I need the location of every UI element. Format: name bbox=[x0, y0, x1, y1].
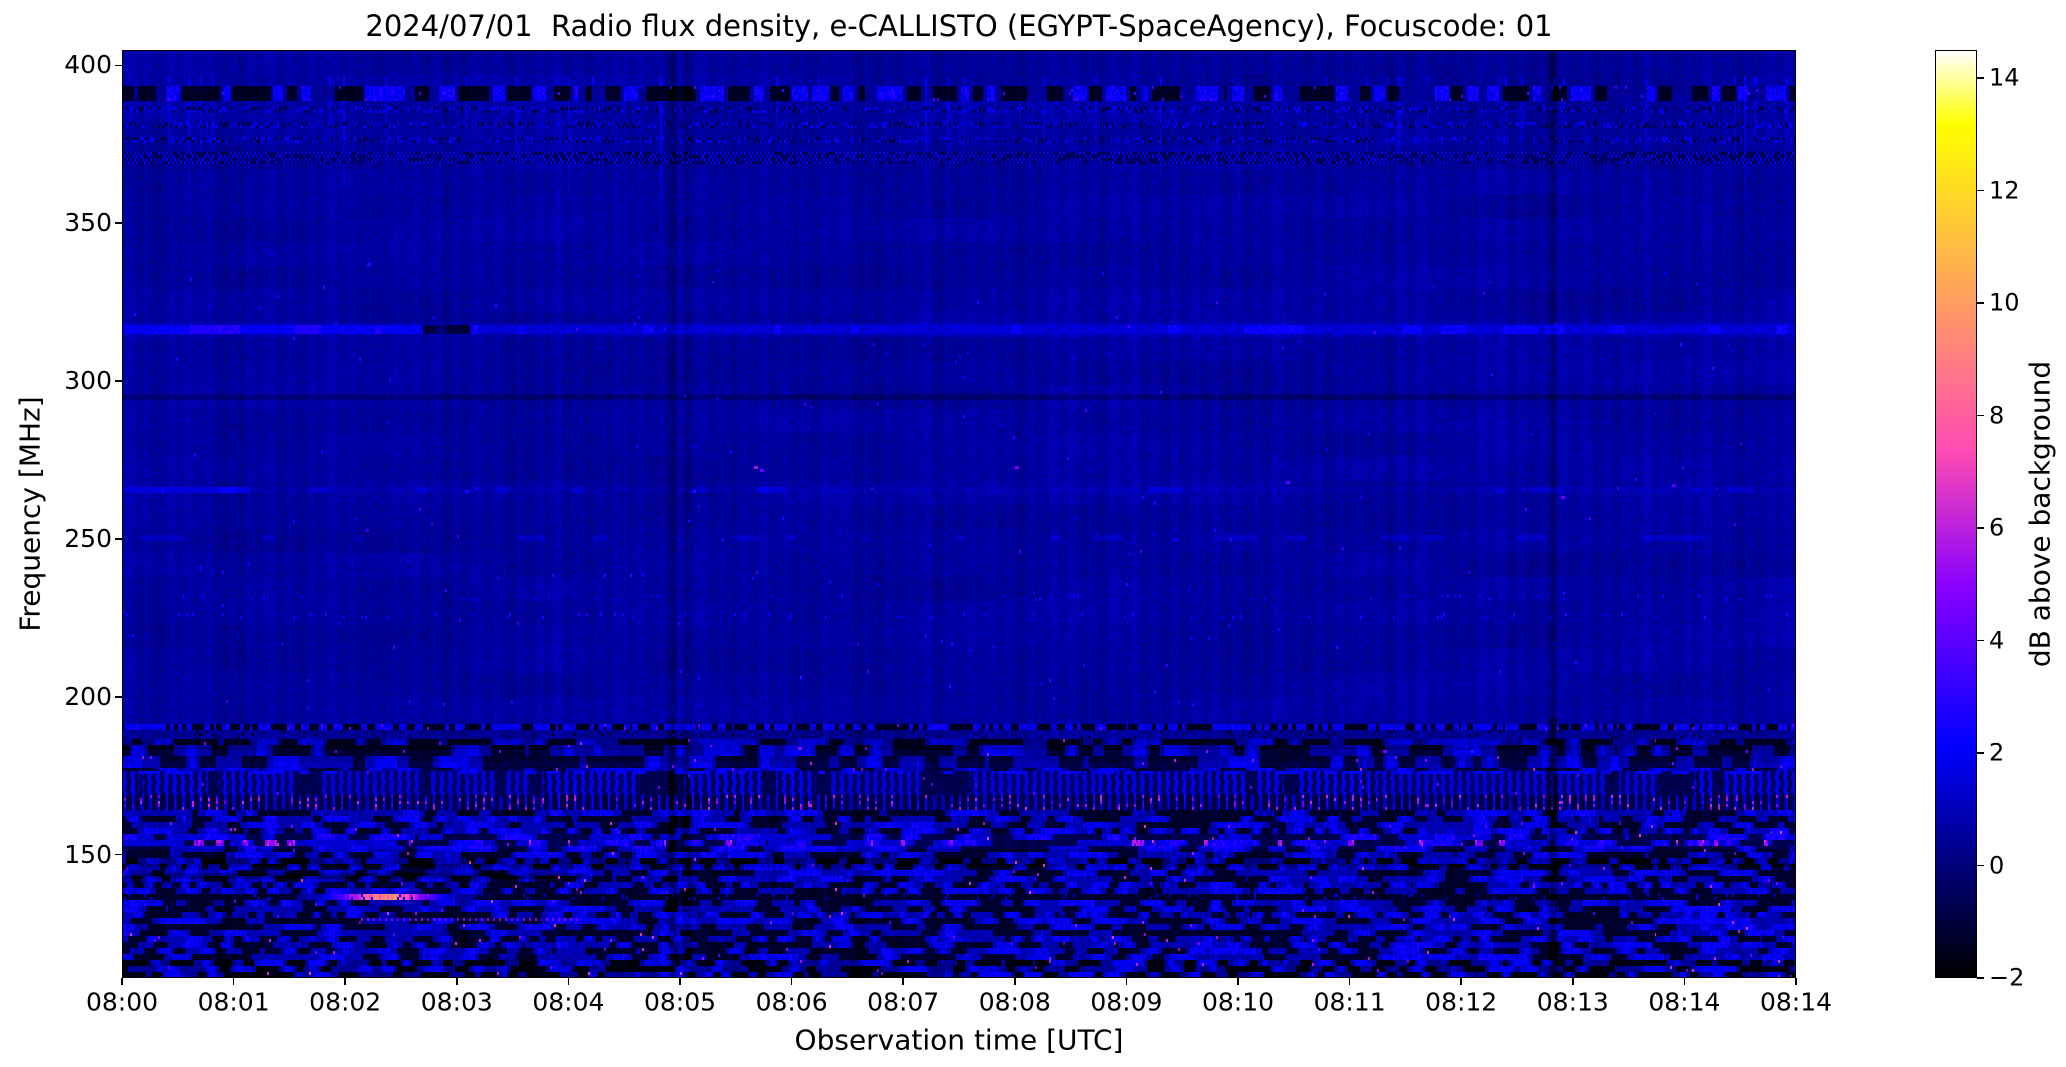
x-tick-label: 08:01 bbox=[197, 987, 270, 1017]
x-tick-mark bbox=[121, 978, 123, 985]
colorbar-canvas bbox=[1935, 50, 1977, 978]
x-tick-mark bbox=[1460, 978, 1462, 985]
colorbar-tick-mark bbox=[1977, 77, 1984, 79]
y-tick-mark bbox=[115, 222, 122, 225]
colorbar-tick-label: 8 bbox=[1989, 401, 2005, 430]
colorbar-tick-label: 14 bbox=[1989, 63, 2020, 92]
x-tick-mark bbox=[567, 978, 570, 985]
chart-title: 2024/07/01 Radio flux density, e-CALLIST… bbox=[365, 9, 1553, 43]
x-tick-label: 08:07 bbox=[867, 987, 940, 1017]
y-tick-label: 200 bbox=[64, 681, 112, 711]
y-tick-mark bbox=[115, 853, 122, 856]
colorbar-tick-mark bbox=[1977, 189, 1984, 192]
colorbar-tick-mark bbox=[1977, 752, 1984, 754]
x-tick-label: 08:14 bbox=[1759, 987, 1833, 1017]
colorbar-tick-mark bbox=[1977, 977, 1984, 979]
y-tick-mark bbox=[115, 695, 122, 698]
x-tick-label: 08:10 bbox=[1201, 987, 1275, 1017]
x-axis-label: Observation time [UTC] bbox=[794, 1023, 1124, 1057]
x-tick-mark bbox=[1237, 978, 1239, 985]
x-tick-label: 08:13 bbox=[1536, 987, 1609, 1017]
x-tick-label: 08:08 bbox=[978, 987, 1051, 1017]
y-tick-mark bbox=[115, 538, 122, 540]
x-tick-mark bbox=[1683, 978, 1686, 985]
x-tick-label: 08:05 bbox=[643, 987, 717, 1017]
colorbar-tick-label: −2 bbox=[1989, 963, 2025, 992]
y-tick-mark bbox=[115, 64, 122, 67]
y-tick-label: 250 bbox=[64, 523, 112, 553]
x-tick-label: 08:06 bbox=[755, 987, 828, 1017]
x-tick-mark bbox=[344, 978, 346, 985]
x-tick-label: 08:04 bbox=[532, 987, 605, 1017]
y-tick-mark bbox=[115, 380, 122, 382]
y-tick-label: 300 bbox=[64, 366, 112, 396]
x-tick-mark bbox=[1795, 978, 1797, 985]
x-tick-label: 08:12 bbox=[1425, 987, 1498, 1017]
x-tick-mark bbox=[1014, 978, 1016, 985]
colorbar-tick-label: 0 bbox=[1989, 850, 2005, 879]
x-tick-mark bbox=[902, 978, 904, 985]
x-tick-mark bbox=[679, 978, 681, 985]
colorbar-tick-mark bbox=[1977, 527, 1984, 529]
colorbar-tick-label: 2 bbox=[1989, 738, 2005, 767]
colorbar-label: dB above background bbox=[2023, 360, 2057, 668]
x-tick-mark bbox=[232, 978, 235, 985]
x-tick-mark bbox=[790, 978, 793, 985]
y-tick-label: 350 bbox=[64, 208, 112, 238]
colorbar-tick-label: 10 bbox=[1989, 288, 2020, 317]
x-tick-label: 08:11 bbox=[1313, 987, 1386, 1017]
x-tick-label: 08:02 bbox=[309, 987, 382, 1017]
colorbar-tick-mark bbox=[1977, 639, 1984, 642]
y-axis-label: Frequency [MHz] bbox=[13, 396, 47, 632]
x-tick-label: 08:09 bbox=[1090, 987, 1163, 1017]
x-tick-mark bbox=[1572, 978, 1574, 985]
colorbar-tick-label: 4 bbox=[1989, 625, 2005, 654]
x-tick-mark bbox=[1348, 978, 1351, 985]
x-tick-label: 08:00 bbox=[85, 987, 159, 1017]
x-tick-mark bbox=[456, 978, 458, 985]
colorbar-tick-label: 6 bbox=[1989, 513, 2005, 542]
colorbar-tick-mark bbox=[1977, 414, 1984, 417]
colorbar-tick-mark bbox=[1977, 302, 1984, 304]
colorbar-tick-mark bbox=[1977, 864, 1984, 867]
x-tick-mark bbox=[1125, 978, 1128, 985]
x-tick-label: 08:14 bbox=[1648, 987, 1721, 1017]
spectrogram-canvas bbox=[122, 50, 1796, 978]
colorbar-tick-label: 12 bbox=[1989, 176, 2020, 205]
x-tick-label: 08:03 bbox=[420, 987, 493, 1017]
y-tick-label: 150 bbox=[64, 839, 112, 869]
y-tick-label: 400 bbox=[64, 50, 112, 80]
